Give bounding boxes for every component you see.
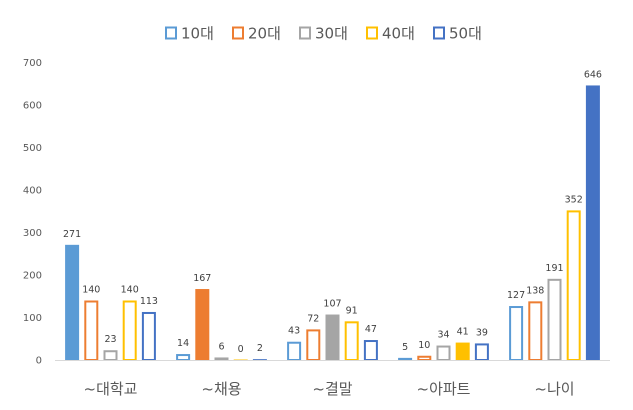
y-tick-label: 300 (23, 228, 42, 239)
data-label: 138 (526, 285, 544, 296)
bar (455, 342, 470, 360)
data-label: 646 (584, 69, 602, 80)
data-label: 47 (365, 324, 377, 335)
data-label: 2 (257, 343, 263, 354)
y-axis: 0 100 200 300 400 500 600 700 (23, 58, 42, 367)
data-label: 167 (193, 273, 211, 284)
y-tick-label: 700 (23, 58, 42, 69)
legend-label: 30대 (315, 25, 348, 43)
x-category-label: ~나이 (534, 380, 574, 398)
data-label: 352 (565, 194, 583, 205)
bars (65, 85, 600, 362)
data-label: 5 (402, 342, 408, 353)
legend-swatch (232, 26, 244, 40)
legend-swatch (366, 26, 378, 40)
x-category-label: ~아파트 (417, 380, 471, 398)
data-label: 140 (121, 285, 139, 296)
bar (325, 314, 340, 360)
bar (436, 345, 451, 361)
bar (547, 278, 562, 362)
x-category-label: ~결말 (312, 380, 352, 398)
data-label: 91 (346, 305, 358, 316)
data-label: 72 (307, 313, 319, 324)
bar (233, 359, 248, 360)
legend-swatch (299, 26, 311, 40)
bar (585, 85, 600, 360)
data-label: 41 (457, 327, 469, 338)
data-label: 14 (177, 338, 189, 349)
bar (122, 300, 137, 361)
bar (363, 340, 378, 361)
bar (306, 329, 321, 361)
x-category-label: ~채용 (201, 380, 241, 398)
data-label: 10 (418, 340, 430, 351)
data-label: 191 (545, 263, 563, 274)
y-tick-label: 100 (23, 313, 42, 324)
data-label: 127 (507, 290, 525, 301)
bar (65, 244, 80, 360)
x-axis: ~대학교 ~채용 ~결말 ~아파트 ~나이 (84, 380, 575, 398)
y-tick-label: 600 (23, 101, 42, 112)
bar (84, 300, 99, 361)
data-label: 34 (437, 330, 449, 341)
bar (141, 311, 156, 362)
data-label: 107 (323, 299, 341, 310)
bar (566, 210, 581, 361)
data-label: 113 (140, 296, 158, 307)
data-label: 23 (104, 334, 116, 345)
y-tick-label: 0 (36, 356, 42, 367)
bar (287, 341, 302, 362)
bar (509, 306, 524, 361)
data-label: 271 (63, 229, 81, 240)
y-tick-label: 500 (23, 143, 42, 154)
legend-label: 40대 (382, 25, 415, 43)
legend-swatch (433, 26, 445, 40)
data-label: 43 (288, 326, 300, 337)
legend: 10대 20대 30대 40대 50대 (165, 25, 482, 43)
y-tick-label: 400 (23, 186, 42, 197)
y-tick-label: 200 (23, 271, 42, 282)
bar (344, 321, 359, 362)
bar (214, 357, 229, 360)
bar (417, 355, 432, 361)
data-label: 6 (218, 341, 224, 352)
legend-label: 10대 (181, 25, 214, 43)
data-label: 0 (238, 344, 244, 355)
legend-label: 20대 (248, 25, 281, 43)
legend-swatch (165, 26, 177, 40)
bar (195, 289, 210, 360)
bar (103, 350, 118, 362)
bar (528, 301, 543, 362)
bar (176, 354, 191, 361)
bar (398, 357, 413, 360)
bar (474, 343, 489, 361)
x-category-label: ~대학교 (84, 380, 138, 398)
data-label: 140 (82, 285, 100, 296)
data-label: 39 (476, 327, 488, 338)
bar (252, 359, 267, 360)
legend-label: 50대 (449, 25, 482, 43)
